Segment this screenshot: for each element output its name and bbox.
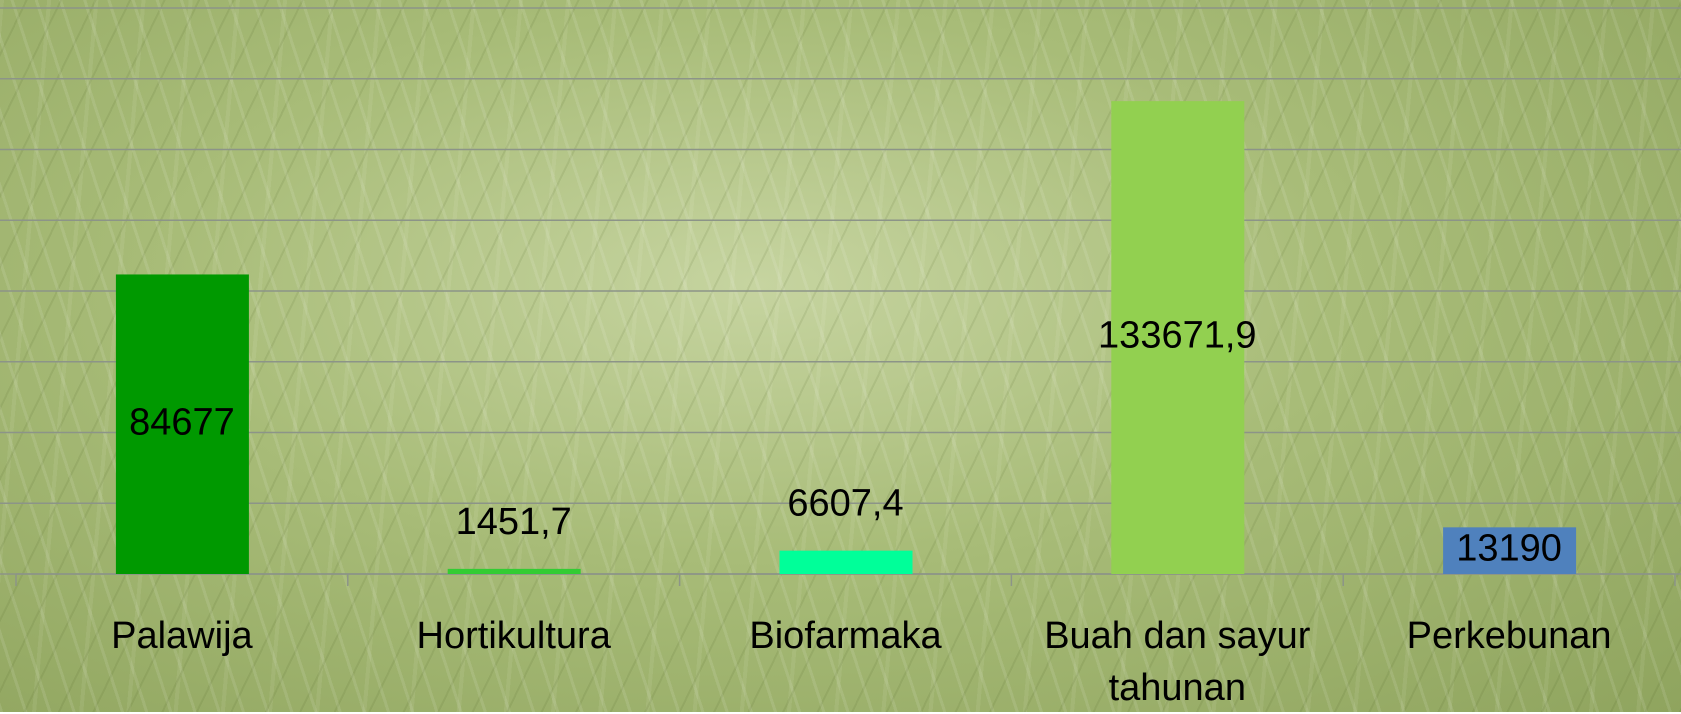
page: {"chart_data": {"type": "bar", "categori… (0, 0, 1681, 712)
data-label: 1451,7 (456, 501, 572, 543)
data-label: 84677 (129, 401, 235, 443)
x-tick-label: Palawija (26, 610, 338, 662)
data-label: 133671,9 (1098, 315, 1257, 357)
chart: 84677 1451,7 6607,4 133671,9 13190 (0, 0, 1681, 712)
x-tick-label: Buah dan sayur tahunan (1021, 610, 1333, 714)
data-label: 6607,4 (787, 483, 903, 525)
bar (448, 569, 581, 574)
x-tick-label: Hortikultura (358, 610, 670, 662)
data-label: 13190 (1456, 528, 1562, 570)
x-tick-label: Perkebunan (1353, 610, 1665, 662)
x-tick-label: Biofarmaka (690, 610, 1002, 662)
bar (780, 551, 913, 574)
